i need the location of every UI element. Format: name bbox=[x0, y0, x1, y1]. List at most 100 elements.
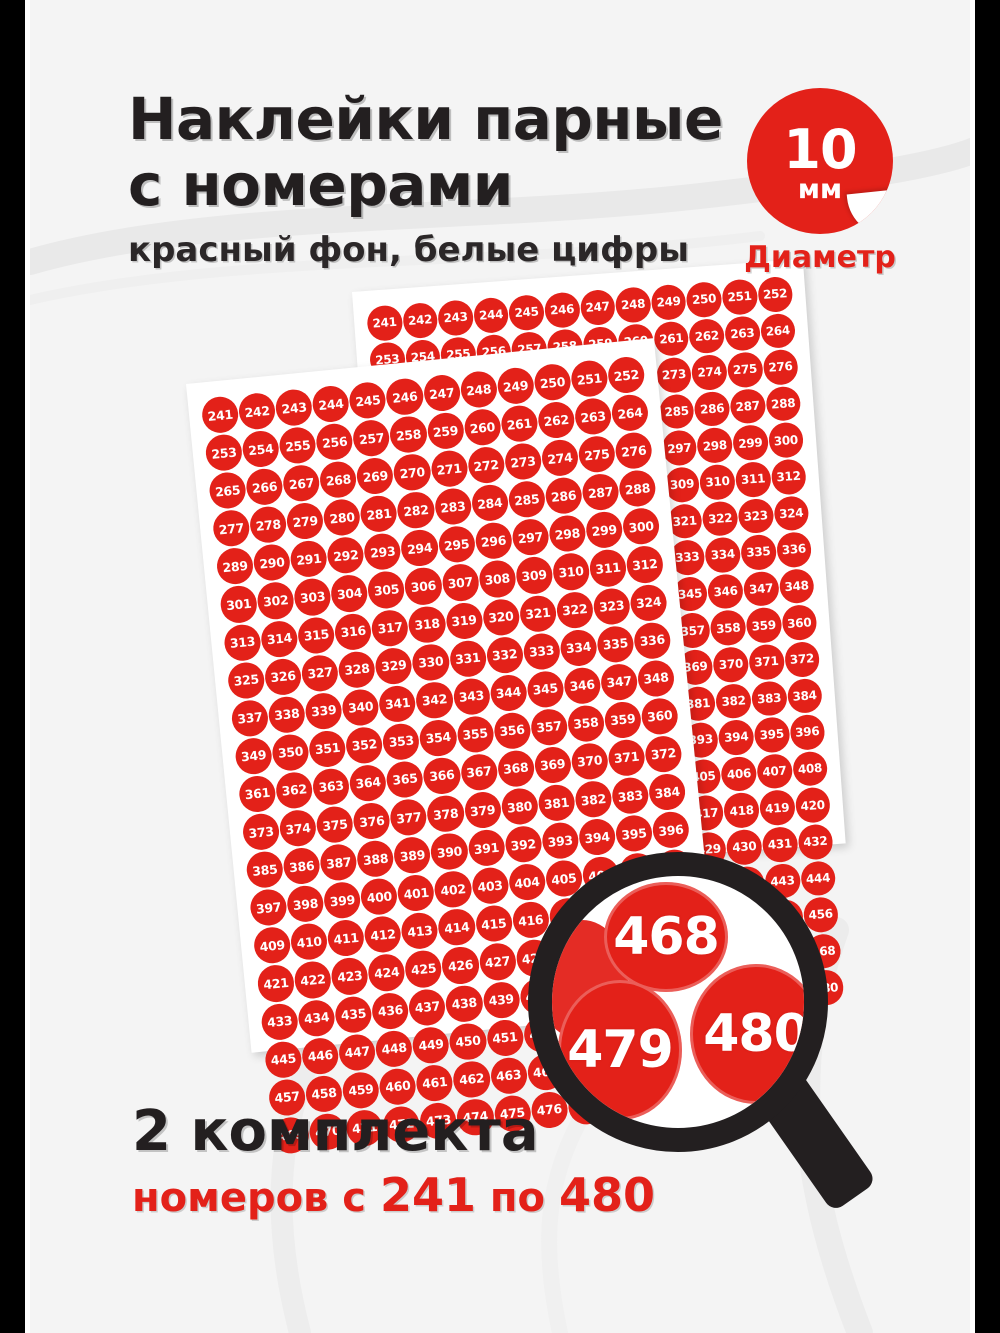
sticker-dot: 271 bbox=[429, 449, 469, 489]
sticker-dot: 259 bbox=[425, 411, 466, 451]
sticker-dot: 265 bbox=[207, 470, 248, 511]
sticker-dot: 419 bbox=[758, 789, 796, 827]
sticker-dot: 346 bbox=[707, 572, 745, 611]
sticker-dot: 426 bbox=[440, 945, 481, 986]
sticker-dot: 286 bbox=[693, 390, 731, 428]
sticker-dot: 418 bbox=[723, 791, 761, 829]
sticker-dot: 262 bbox=[688, 317, 726, 355]
sticker-dot: 312 bbox=[625, 544, 665, 585]
sticker-dot: 304 bbox=[329, 573, 370, 614]
sticker-dot: 266 bbox=[244, 467, 285, 507]
sticker-dot: 439 bbox=[481, 980, 521, 1020]
sticker-dot: 275 bbox=[577, 434, 617, 475]
sticker-dot: 299 bbox=[731, 424, 769, 462]
sticker-dot: 435 bbox=[333, 994, 374, 1034]
sticker-dot: 436 bbox=[370, 990, 411, 1031]
badge-number: 10 bbox=[783, 117, 857, 181]
sticker-dot: 300 bbox=[767, 421, 805, 459]
sticker-dot: 270 bbox=[392, 452, 432, 493]
sticker-dot: 308 bbox=[477, 559, 517, 599]
sticker-dot: 395 bbox=[753, 716, 791, 754]
sticker-dot: 297 bbox=[660, 429, 698, 467]
sticker-dot: 341 bbox=[377, 683, 418, 724]
sticker-dot: 291 bbox=[289, 539, 329, 579]
footer-range-mid: по bbox=[489, 1175, 546, 1222]
sticker-dot: 343 bbox=[451, 676, 492, 717]
sticker-dot: 256 bbox=[314, 422, 355, 462]
sticker-dot: 303 bbox=[292, 577, 333, 617]
sticker-dot: 395 bbox=[614, 813, 654, 854]
sticker-dot: 347 bbox=[742, 570, 780, 608]
sticker-dot: 261 bbox=[652, 320, 690, 358]
sticker-dot: 293 bbox=[363, 532, 403, 572]
sticker-dot: 321 bbox=[518, 593, 558, 634]
sticker-dot: 389 bbox=[392, 835, 433, 876]
sticker-dot: 252 bbox=[756, 275, 794, 313]
badge-circle-icon: 10 мм bbox=[747, 88, 893, 234]
sticker-dot: 322 bbox=[701, 499, 739, 538]
sticker-dot: 247 bbox=[421, 373, 462, 413]
sticker-dot: 242 bbox=[401, 301, 439, 339]
sticker-dot: 366 bbox=[422, 756, 462, 796]
sticker-dot: 397 bbox=[248, 887, 289, 928]
sticker-dot: 377 bbox=[389, 797, 429, 838]
sticker-dot: 339 bbox=[304, 691, 344, 731]
sticker-dot: 249 bbox=[495, 366, 536, 406]
sticker-dot: 462 bbox=[451, 1059, 492, 1099]
sticker-dot: 311 bbox=[588, 548, 628, 588]
sticker-dot: 257 bbox=[351, 418, 392, 459]
sticker-dot: 433 bbox=[259, 1001, 300, 1042]
sticker-dot: 269 bbox=[355, 456, 396, 496]
sticker-dot: 384 bbox=[647, 772, 687, 812]
sticker-dot: 243 bbox=[437, 299, 475, 337]
footer-range: номеров с 241 по 480 bbox=[132, 1170, 692, 1221]
sticker-dot: 285 bbox=[658, 393, 696, 431]
sticker-dot: 411 bbox=[326, 918, 366, 959]
sticker-dot: 354 bbox=[418, 718, 458, 758]
left-white-gap bbox=[25, 0, 30, 1333]
magnifier-ring-icon: 468 479 480 bbox=[528, 852, 828, 1152]
sticker-dot: 261 bbox=[499, 404, 539, 444]
sticker-dot: 360 bbox=[640, 696, 680, 736]
diameter-badge: 10 мм Диаметр bbox=[735, 88, 905, 275]
sticker-dot: 437 bbox=[407, 987, 448, 1027]
sticker-dot: 328 bbox=[337, 649, 377, 690]
headline-line-2: с номерами bbox=[128, 151, 513, 220]
sticker-dot: 396 bbox=[651, 810, 691, 850]
sticker-dot: 400 bbox=[359, 877, 400, 917]
sticker-dot: 244 bbox=[311, 384, 351, 424]
sticker-dot: 281 bbox=[359, 494, 399, 534]
sticker-dot: 284 bbox=[470, 483, 510, 523]
sticker-dot: 353 bbox=[381, 721, 422, 762]
sticker-dot: 250 bbox=[532, 362, 573, 402]
sticker-dot: 294 bbox=[399, 528, 440, 569]
sticker-dot: 262 bbox=[536, 400, 576, 440]
sticker-dot: 333 bbox=[521, 631, 562, 672]
sticker-dot: 365 bbox=[385, 759, 425, 800]
sticker-dot: 310 bbox=[551, 552, 591, 592]
sticker-dot: 279 bbox=[285, 501, 325, 542]
footer-range-prefix: номеров с bbox=[132, 1175, 367, 1222]
sticker-dot: 371 bbox=[747, 643, 785, 681]
sticker-dot: 292 bbox=[326, 535, 366, 576]
sticker-dot: 306 bbox=[403, 566, 444, 607]
sticker-dot: 317 bbox=[370, 608, 410, 648]
sticker-dot: 287 bbox=[729, 387, 767, 425]
sticker-dot: 276 bbox=[761, 348, 800, 386]
sticker-dot: 449 bbox=[411, 1025, 451, 1065]
sticker-dot: 381 bbox=[536, 783, 577, 823]
sticker-dot: 276 bbox=[614, 431, 654, 471]
sticker-dot: 367 bbox=[459, 752, 499, 792]
sticker-dot: 329 bbox=[374, 646, 414, 686]
sticker-dot: 244 bbox=[472, 296, 510, 334]
sticker-dot: 325 bbox=[226, 660, 266, 700]
sticker-dot: 247 bbox=[579, 288, 617, 326]
sticker-dot: 413 bbox=[400, 911, 440, 951]
sticker-dot: 362 bbox=[274, 770, 315, 811]
sticker-dot: 421 bbox=[256, 963, 296, 1004]
sticker-dot: 387 bbox=[318, 842, 359, 883]
sticker-dot: 344 bbox=[488, 673, 529, 713]
sticker-dot: 425 bbox=[403, 949, 444, 989]
sticker-dot: 434 bbox=[296, 998, 337, 1038]
